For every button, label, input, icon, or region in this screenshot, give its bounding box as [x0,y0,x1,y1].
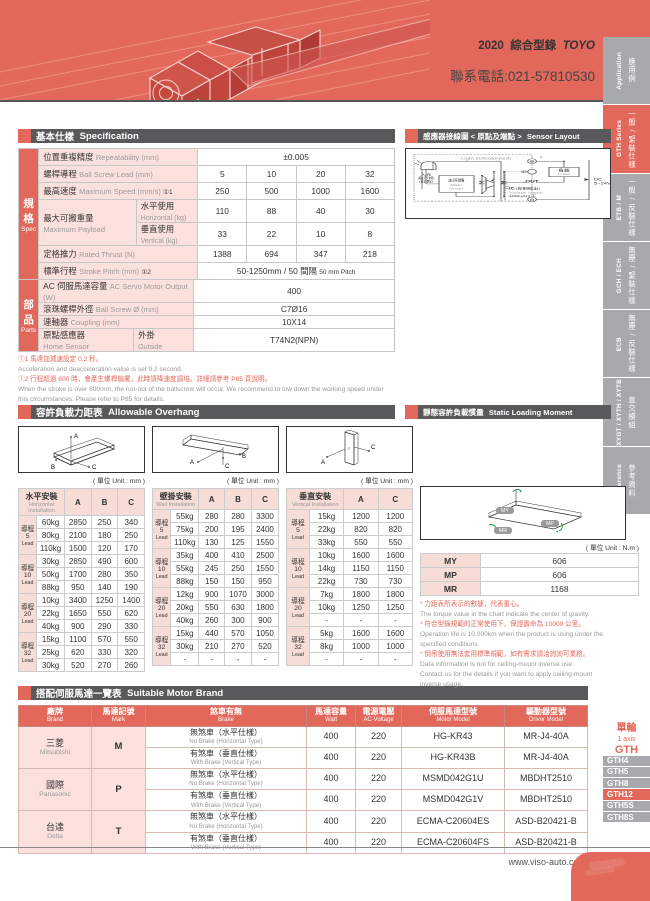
svg-text:⊕: ⊕ [529,160,534,164]
svg-text:(紅色): (紅色) [419,179,434,184]
svg-text:Light indicator(red): Light indicator(red) [461,157,511,161]
svg-text:主回路: 主回路 [447,178,465,183]
svg-text:C: C [371,445,376,451]
svg-text:B: B [51,465,55,471]
svg-text:5~24V: 5~24V [594,182,612,185]
svg-text:MR: MR [499,529,507,535]
svg-text:*: * [540,156,542,160]
svg-text:A: A [190,460,194,466]
svg-text:Load: Load [558,172,571,175]
svg-text:A: A [74,434,78,440]
svg-text:MP: MP [546,522,554,528]
svg-text:C: C [92,465,97,471]
svg-text:A: A [321,460,325,466]
svg-text:B: B [242,454,246,460]
svg-text:⊖: ⊖ [529,198,534,202]
svg-text:DC: DC [594,178,603,181]
svg-text:circuit: circuit [449,187,464,190]
svg-text:Voltage output: Voltage output [509,191,544,194]
svg-text:MY: MY [501,509,509,515]
svg-text:C: C [225,464,230,470]
